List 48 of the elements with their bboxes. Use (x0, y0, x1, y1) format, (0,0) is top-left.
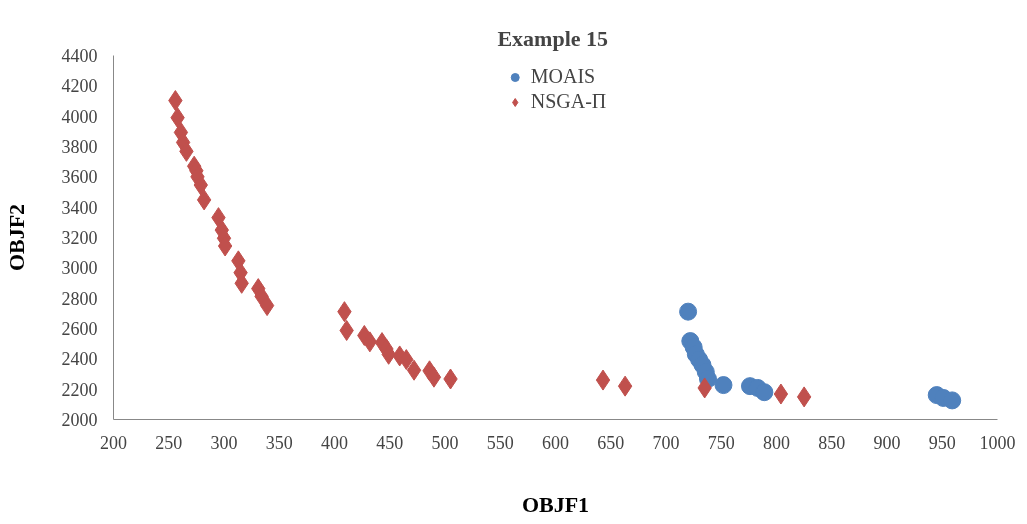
point (196, 189, 212, 211)
point (773, 383, 789, 405)
x-tick-label: 350 (265, 432, 293, 453)
x-axis-title: OBJF1 (521, 491, 590, 517)
point (796, 386, 812, 408)
y-tick-label: 2800 (61, 288, 98, 309)
point (259, 295, 275, 317)
x-tick-label: 950 (928, 432, 956, 453)
y-tick-label: 3400 (61, 197, 98, 218)
x-tick-label: 900 (873, 432, 901, 453)
y-tick-label: 4200 (61, 76, 98, 97)
point (426, 366, 442, 388)
chart-title: Example 15 (497, 25, 609, 51)
x-tick-label: 450 (376, 432, 404, 453)
x-tick-label: 600 (542, 432, 569, 453)
point (679, 302, 698, 321)
x-tick-label: 300 (210, 432, 238, 453)
point (362, 331, 378, 353)
y-axis-title: OBJF2 (3, 203, 29, 272)
y-tick-label: 2600 (61, 319, 98, 339)
x-tick-label: 800 (763, 432, 790, 453)
x-tick-label: 1000 (979, 432, 1016, 453)
legend-label: NSGA-Π (530, 90, 607, 113)
x-tick-label: 200 (100, 432, 127, 453)
y-tick-label: 2400 (61, 349, 98, 370)
x-tick-label: 650 (597, 432, 625, 453)
point (714, 376, 733, 395)
point (617, 375, 633, 397)
y-tick-label: 3800 (61, 137, 98, 157)
y-tick-label: 3600 (61, 167, 98, 188)
x-tick-label: 550 (486, 432, 514, 453)
point (755, 383, 774, 402)
x-tick-label: 250 (155, 432, 183, 453)
y-tick-label: 2200 (61, 379, 98, 400)
point (943, 391, 962, 410)
x-tick-label: 500 (431, 432, 459, 453)
legend-label: MOAIS (530, 65, 596, 88)
y-tick-label: 2000 (61, 410, 98, 430)
x-tick-label: 850 (818, 432, 846, 453)
x-tick-label: 400 (321, 432, 348, 453)
y-tick-label: 3200 (61, 228, 98, 248)
x-tick-label: 700 (652, 432, 680, 453)
point (406, 359, 422, 381)
y-tick-label: 4000 (61, 106, 98, 127)
x-tick-label: 750 (707, 432, 735, 453)
point (595, 369, 611, 391)
y-tick-label: 4400 (61, 46, 98, 66)
y-tick-label: 3000 (61, 258, 98, 279)
